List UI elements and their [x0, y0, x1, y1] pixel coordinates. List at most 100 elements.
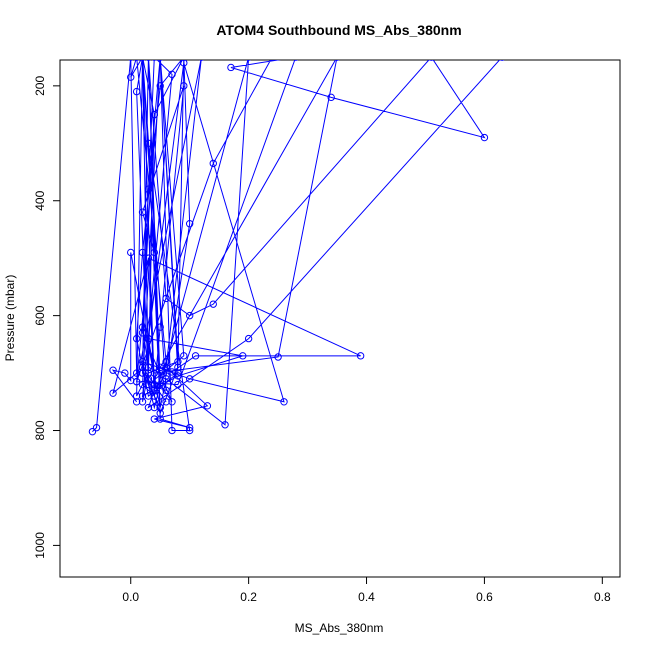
data-point [138, 392, 147, 400]
data-point [109, 389, 117, 397]
data-point [174, 380, 182, 389]
data-point [150, 380, 159, 389]
data-point [138, 208, 147, 216]
data-point [156, 323, 164, 331]
data-point [144, 254, 153, 262]
data-series [88, 60, 505, 436]
data-point [144, 139, 153, 147]
series-line [92, 60, 501, 433]
data-point [174, 369, 182, 377]
data-point [203, 402, 212, 410]
data-point [144, 334, 153, 343]
data-point [150, 415, 159, 423]
data-point [356, 352, 365, 360]
y-tick-label: 600 [33, 305, 47, 325]
data-point [269, 60, 275, 61]
data-point [157, 60, 163, 61]
data-point [132, 369, 141, 377]
data-point [162, 386, 170, 395]
data-point [144, 363, 153, 372]
data-point [199, 60, 204, 61]
data-point [162, 357, 170, 366]
data-point [162, 398, 170, 406]
x-tick-label: 0.0 [122, 590, 139, 604]
data-point [144, 375, 153, 383]
data-point [146, 60, 151, 61]
data-point [138, 248, 147, 257]
data-point [156, 380, 164, 389]
data-point [168, 426, 176, 435]
y-tick-label: 400 [33, 190, 47, 210]
data-point [138, 363, 147, 372]
data-point [88, 427, 97, 436]
data-point [246, 60, 251, 61]
data-point [180, 60, 188, 67]
data-point [185, 220, 194, 228]
data-point [185, 311, 194, 320]
data-point [168, 398, 176, 406]
data-point [191, 352, 200, 360]
data-point [144, 392, 153, 400]
chart-title: ATOM4 Southbound MS_Abs_380nm [216, 22, 461, 38]
x-axis-label: MS_Abs_380nm [295, 621, 384, 635]
data-point [140, 60, 145, 61]
data-point [185, 426, 194, 435]
data-point [244, 334, 253, 343]
y-axis: 200 400 600 800 1000 [33, 76, 60, 559]
data-point [209, 300, 217, 308]
data-point [156, 415, 164, 423]
data-point [144, 403, 153, 412]
data-point [127, 376, 135, 385]
data-point [181, 60, 187, 61]
y-tick-label: 800 [33, 420, 47, 440]
data-point [132, 334, 141, 343]
data-point [334, 60, 340, 61]
data-point [151, 60, 157, 61]
data-point [150, 392, 159, 400]
data-point [92, 423, 101, 432]
data-point [138, 357, 147, 366]
data-point [180, 352, 188, 360]
data-point [121, 369, 129, 377]
data-point [109, 366, 117, 374]
data-point [150, 248, 159, 257]
data-point [185, 375, 194, 383]
data-point [209, 159, 217, 168]
data-point [162, 372, 170, 380]
x-tick-label: 0.8 [594, 590, 611, 604]
data-point [227, 63, 235, 72]
data-point [128, 60, 134, 61]
data-point [293, 60, 299, 61]
data-point [127, 248, 135, 257]
data-point [127, 73, 135, 81]
data-point [132, 87, 141, 96]
data-point [480, 133, 489, 142]
data-point [144, 369, 153, 377]
data-point [157, 60, 163, 61]
data-point [150, 369, 159, 377]
data-point [239, 352, 247, 360]
data-point [156, 409, 164, 417]
data-point [140, 60, 145, 61]
data-point [327, 93, 335, 102]
data-point [174, 363, 182, 372]
data-point [185, 423, 194, 432]
data-point [138, 323, 147, 331]
y-tick-label: 1000 [33, 532, 47, 559]
x-axis: 0.0 0.2 0.4 0.6 0.8 [122, 577, 611, 604]
data-point [150, 110, 159, 119]
x-tick-label: 0.6 [476, 590, 493, 604]
data-point [157, 60, 163, 61]
y-axis-label: Pressure (mbar) [3, 275, 17, 362]
data-point [181, 60, 187, 61]
x-tick-label: 0.2 [240, 590, 257, 604]
plot-frame [59, 59, 621, 578]
data-point [132, 398, 141, 406]
data-point [146, 60, 151, 61]
data-point [168, 70, 176, 79]
data-point [156, 363, 164, 372]
x-tick-label: 0.4 [358, 590, 375, 604]
y-tick-label: 200 [33, 76, 47, 96]
